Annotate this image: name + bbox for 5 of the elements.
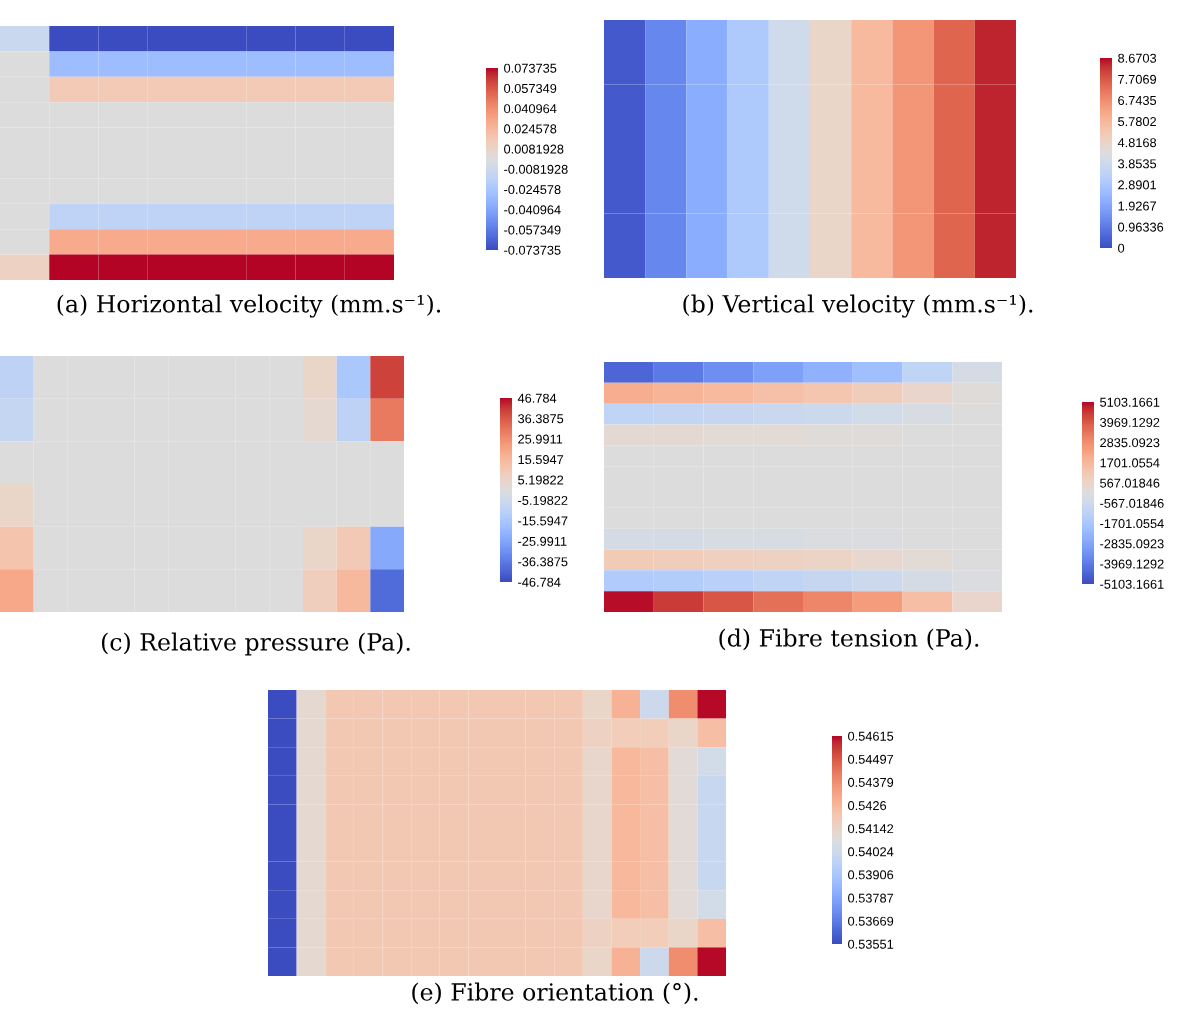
- text: (e) Fibre orientation (°).: [412, 982, 698, 1005]
- text: (b) Vertical velocity (mm.s⁻¹).: [683, 294, 1033, 318]
- text: (c) Relative pressure (Pa).: [101, 632, 410, 656]
- text: (a) Horizontal velocity (mm.s⁻¹).: [57, 294, 441, 318]
- text: (d) Fibre tension (Pa).: [719, 628, 979, 651]
